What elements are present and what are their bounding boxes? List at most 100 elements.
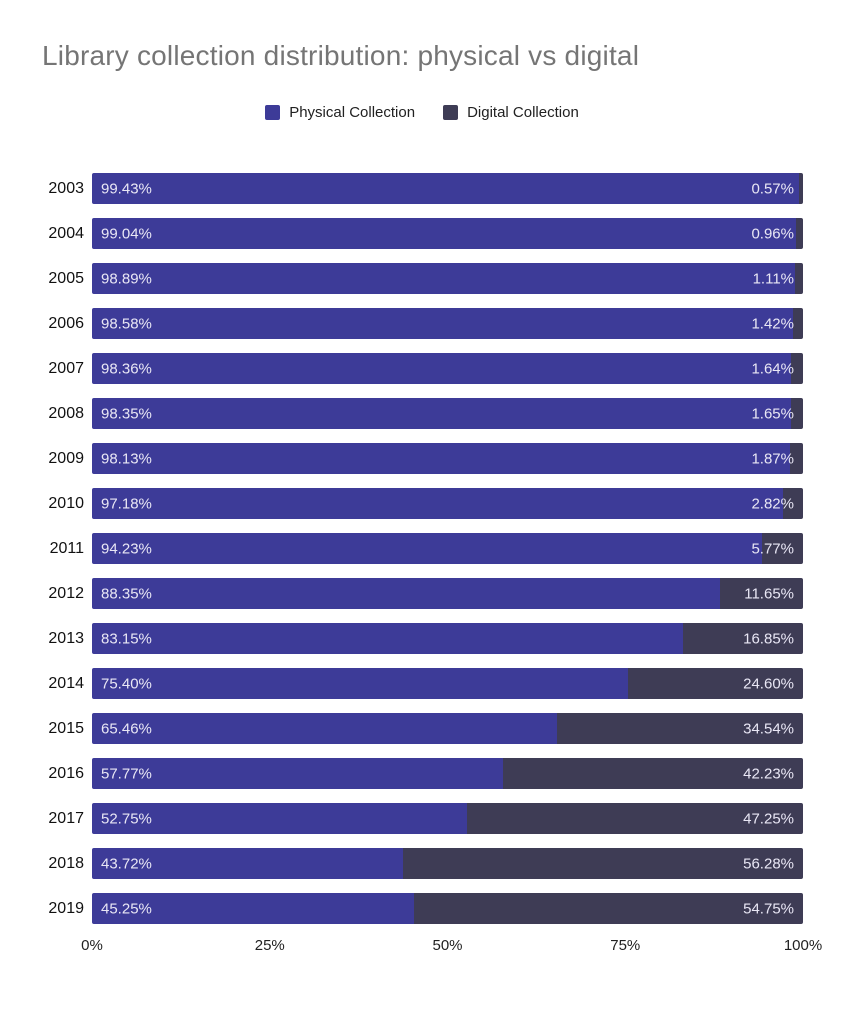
x-axis-tick-75: 75% <box>610 937 641 954</box>
chart-row-2009: 2009 98.13% 1.87% <box>0 436 844 481</box>
year-label: 2018 <box>48 854 84 872</box>
digital-value-label: 1.11% <box>752 270 794 287</box>
physical-bar-segment <box>92 758 503 789</box>
physical-value-label: 75.40% <box>101 675 152 692</box>
physical-value-label: 88.35% <box>101 585 152 602</box>
bar-track: 57.77% 42.23% <box>92 758 803 789</box>
chart-row-2017: 2017 52.75% 47.25% <box>0 796 844 841</box>
digital-value-label: 11.65% <box>744 585 794 602</box>
year-label: 2014 <box>48 674 84 692</box>
chart-row-2004: 2004 99.04% 0.96% <box>0 211 844 256</box>
physical-value-label: 45.25% <box>101 900 152 917</box>
chart-row-2018: 2018 43.72% 56.28% <box>0 841 844 886</box>
physical-value-label: 83.15% <box>101 630 152 647</box>
digital-value-label: 24.60% <box>743 675 794 692</box>
bar-track: 98.35% 1.65% <box>92 398 803 429</box>
digital-bar-segment <box>683 623 803 654</box>
year-label: 2003 <box>48 179 84 197</box>
legend-item-physical: Physical Collection <box>265 104 415 121</box>
digital-value-label: 54.75% <box>743 900 794 917</box>
physical-bar-segment <box>92 353 792 384</box>
bar-track: 52.75% 47.25% <box>92 803 803 834</box>
legend-label-digital: Digital Collection <box>467 103 579 121</box>
physical-bar-segment <box>92 173 799 204</box>
physical-bar-segment <box>92 578 721 609</box>
physical-bar-segment <box>92 443 790 474</box>
chart-row-2006: 2006 98.58% 1.42% <box>0 301 844 346</box>
stacked-bar-chart: 2003 99.43% 0.57% 2004 99.04% 0.96% 2005 98.89%… <box>0 166 844 931</box>
digital-value-label: 0.57% <box>751 180 794 197</box>
digital-bar-segment <box>792 308 803 339</box>
physical-bar-segment <box>92 668 629 699</box>
bar-track: 43.72% 56.28% <box>92 848 803 879</box>
year-label: 2019 <box>48 899 84 917</box>
year-label: 2007 <box>48 359 84 377</box>
bar-track: 99.04% 0.96% <box>92 218 803 249</box>
physical-value-label: 98.58% <box>101 315 152 332</box>
physical-collection-swatch-icon <box>265 104 281 120</box>
year-label: 2017 <box>48 809 84 827</box>
digital-bar-segment <box>782 488 803 519</box>
x-axis-tick-25: 25% <box>254 937 285 954</box>
digital-value-label: 0.96% <box>751 225 794 242</box>
physical-bar-segment <box>92 488 783 519</box>
x-axis-tick-100: 100% <box>783 937 823 954</box>
chart-title: Library collection distribution: physica… <box>42 40 640 71</box>
digital-bar-segment <box>789 443 803 474</box>
physical-bar-segment <box>92 803 468 834</box>
chart-row-2008: 2008 98.35% 1.65% <box>0 391 844 436</box>
year-label: 2010 <box>48 494 84 512</box>
chart-row-2011: 2011 94.23% 5.77% <box>0 526 844 571</box>
physical-value-label: 52.75% <box>101 810 152 827</box>
digital-bar-segment <box>791 398 803 429</box>
bar-track: 94.23% 5.77% <box>92 533 803 564</box>
year-label: 2016 <box>48 764 84 782</box>
physical-value-label: 98.13% <box>101 450 152 467</box>
digital-value-label: 1.65% <box>751 405 794 422</box>
bar-track: 65.46% 34.54% <box>92 713 803 744</box>
physical-bar-segment <box>92 623 684 654</box>
digital-value-label: 1.87% <box>751 450 794 467</box>
physical-bar-segment <box>92 713 558 744</box>
x-axis-tick-50: 50% <box>432 937 463 954</box>
chart-row-2013: 2013 83.15% 16.85% <box>0 616 844 661</box>
chart-row-2019: 2019 45.25% 54.75% <box>0 886 844 931</box>
chart-row-2003: 2003 99.43% 0.57% <box>0 166 844 211</box>
bar-track: 45.25% 54.75% <box>92 893 803 924</box>
digital-bar-segment <box>402 848 803 879</box>
physical-bar-segment <box>92 308 793 339</box>
year-label: 2013 <box>48 629 84 647</box>
physical-value-label: 98.35% <box>101 405 152 422</box>
digital-value-label: 1.64% <box>751 360 794 377</box>
year-label: 2006 <box>48 314 84 332</box>
year-label: 2004 <box>48 224 84 242</box>
year-label: 2011 <box>49 539 84 557</box>
digital-value-label: 16.85% <box>743 630 794 647</box>
digital-bar-segment <box>796 218 803 249</box>
year-label: 2009 <box>48 449 84 467</box>
digital-bar-segment <box>761 533 803 564</box>
x-axis-tick-0: 0% <box>81 937 103 954</box>
physical-bar-segment <box>92 893 414 924</box>
physical-value-label: 98.89% <box>101 270 152 287</box>
physical-value-label: 99.43% <box>101 180 152 197</box>
digital-value-label: 56.28% <box>743 855 794 872</box>
digital-bar-segment <box>467 803 803 834</box>
bar-track: 99.43% 0.57% <box>92 173 803 204</box>
bar-track: 98.36% 1.64% <box>92 353 803 384</box>
chart-row-2012: 2012 88.35% 11.65% <box>0 571 844 616</box>
physical-value-label: 57.77% <box>101 765 152 782</box>
year-label: 2015 <box>48 719 84 737</box>
physical-bar-segment <box>92 848 403 879</box>
chart-row-2015: 2015 65.46% 34.54% <box>0 706 844 751</box>
physical-bar-segment <box>92 218 797 249</box>
bar-track: 97.18% 2.82% <box>92 488 803 519</box>
legend: Physical Collection Digital Collection <box>0 102 844 122</box>
physical-bar-segment <box>92 533 762 564</box>
chart-row-2007: 2007 98.36% 1.64% <box>0 346 844 391</box>
digital-value-label: 42.23% <box>743 765 794 782</box>
digital-bar-segment <box>557 713 803 744</box>
digital-bar-segment <box>720 578 803 609</box>
chart-row-2014: 2014 75.40% 24.60% <box>0 661 844 706</box>
